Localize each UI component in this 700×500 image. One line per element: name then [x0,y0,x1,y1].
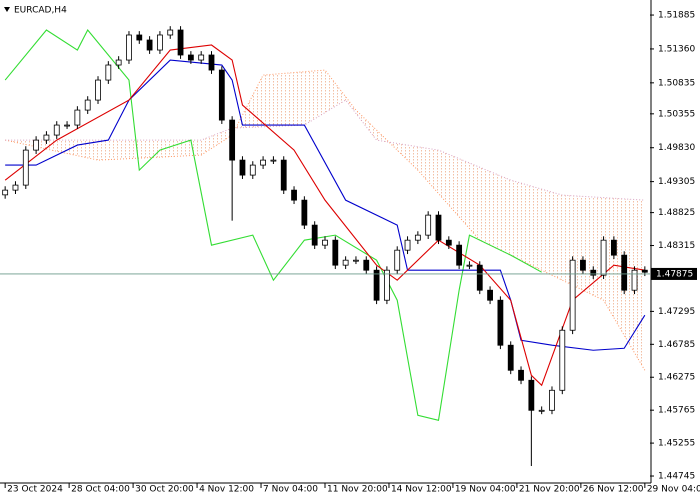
candle-body [353,259,359,262]
candle-body [260,159,266,166]
candle-body [631,269,638,291]
symbol-menu-icon[interactable] [4,7,10,12]
candle-body [363,259,370,271]
y-tick-label: 1.45765 [658,406,695,416]
indicator-line [5,69,646,371]
y-tick-label: 1.49830 [658,143,695,153]
last-price-label: 1.47875 [656,269,693,279]
candle-body [115,59,122,66]
candle-body [22,149,29,186]
candle-body [590,269,597,276]
candle-body [425,214,432,236]
candle-body [280,159,287,191]
x-tick-label: 7 Nov 04:00 [263,485,318,495]
x-tick-label: 28 Oct 04:00 [71,485,130,495]
candle-body [33,139,40,151]
y-tick-label: 1.51360 [658,44,695,54]
plot-area [0,26,650,467]
candle-body [43,134,50,141]
candle-body [218,69,225,121]
x-tick-label: 14 Nov 12:00 [391,485,452,495]
candle-body [384,269,390,301]
y-tick-label: 1.46275 [658,373,695,383]
last-price-box [651,267,697,280]
candle-body [177,29,184,56]
x-tick-label: 11 Nov 20:00 [327,485,388,495]
candle-body [466,264,473,267]
candle-body [600,239,607,276]
candle-body [621,254,628,291]
x-tick-label: 29 Nov 04:00 [647,485,700,495]
chart-title: EURCAD,H4 [14,6,67,16]
candle-body [538,409,545,412]
candle-body [74,109,81,126]
cloud-fill [5,70,645,371]
candle-body [301,199,308,226]
y-tick-label: 1.48825 [658,208,695,218]
candle-body [610,239,617,256]
candle-body [528,379,535,411]
candle-body [373,269,380,301]
candle-body [311,224,318,246]
candle-body [435,214,442,241]
candle-body [157,34,163,51]
candle-body [476,264,483,291]
y-tick-label: 1.51885 [658,11,695,21]
candle-body [270,159,277,162]
candle-body [342,259,349,266]
candle-body [445,239,452,246]
candle-body [167,29,174,36]
x-tick-label: 19 Nov 04:00 [455,485,516,495]
candle-body [105,64,112,81]
candle-body [322,239,328,246]
candle-body [518,369,524,381]
y-tick-label: 1.45255 [658,439,695,449]
indicator-line [4,44,645,387]
candle-body [580,259,586,271]
candle-body [2,189,9,196]
candle-body [456,244,463,266]
candle-body [404,239,411,251]
candle-body [95,79,101,101]
y-tick-label: 1.47295 [658,307,695,317]
candle-body [53,124,60,136]
x-tick-label: 30 Oct 20:00 [135,485,194,495]
candle-body [126,34,132,61]
candle-body [239,159,246,176]
candle-body [487,289,493,301]
y-tick-label: 1.49305 [658,177,695,187]
candle-body [208,54,215,71]
candle-body [497,299,504,346]
candle-body [187,54,194,61]
candle-body [569,259,576,331]
candle-body [249,164,256,176]
indicator-line [5,59,646,351]
candle-body [229,119,236,161]
y-tick-label: 1.44745 [658,472,695,482]
candle-body [12,184,19,191]
candle-body [84,99,91,111]
candle-body [641,269,648,273]
candle-body [198,54,205,61]
x-tick-label: 26 Nov 12:00 [583,485,644,495]
y-tick-label: 1.50835 [658,78,695,88]
y-tick-label: 1.50355 [658,109,695,119]
x-tick-label: 4 Nov 12:00 [199,485,254,495]
x-tick-label: 21 Nov 20:00 [519,485,580,495]
y-tick-label: 1.48315 [658,241,695,251]
candle-body [146,39,153,51]
candle-body [291,189,297,201]
candle-body [559,329,566,391]
candle-body [394,249,401,271]
candle-body [549,389,555,411]
x-tick-label: 23 Oct 2024 [7,485,63,495]
candle-body [507,344,514,371]
candle-body [136,34,143,41]
candle-body [332,239,339,266]
candle-body [414,234,421,241]
candle-body [64,124,70,127]
y-tick-label: 1.46785 [658,340,695,350]
indicator-line [4,29,542,421]
